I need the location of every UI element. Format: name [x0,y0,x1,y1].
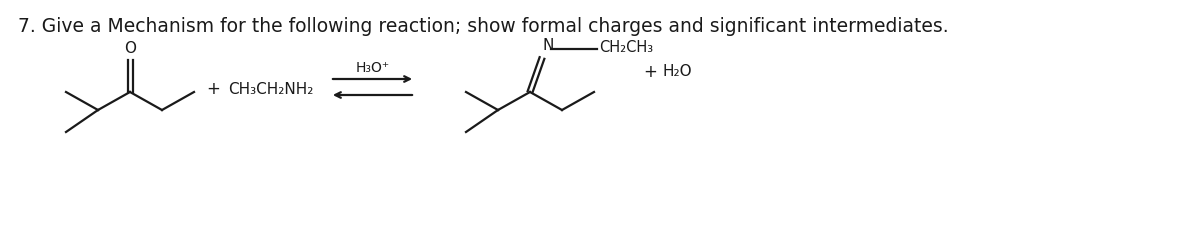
Text: H₃O⁺: H₃O⁺ [355,61,390,75]
Text: +: + [206,80,220,98]
Text: O: O [124,41,136,56]
Text: N: N [542,38,554,53]
Text: H₂O: H₂O [662,64,692,79]
Text: 7. Give a Mechanism for the following reaction; show formal charges and signific: 7. Give a Mechanism for the following re… [18,17,949,36]
Text: CH₃CH₂NH₂: CH₃CH₂NH₂ [228,81,313,96]
Text: +: + [643,63,656,81]
Text: CH₂CH₃: CH₂CH₃ [599,40,653,55]
